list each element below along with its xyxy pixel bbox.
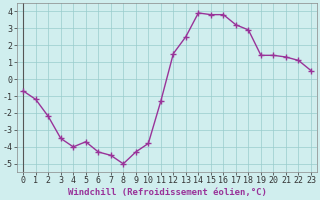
X-axis label: Windchill (Refroidissement éolien,°C): Windchill (Refroidissement éolien,°C) xyxy=(68,188,267,197)
